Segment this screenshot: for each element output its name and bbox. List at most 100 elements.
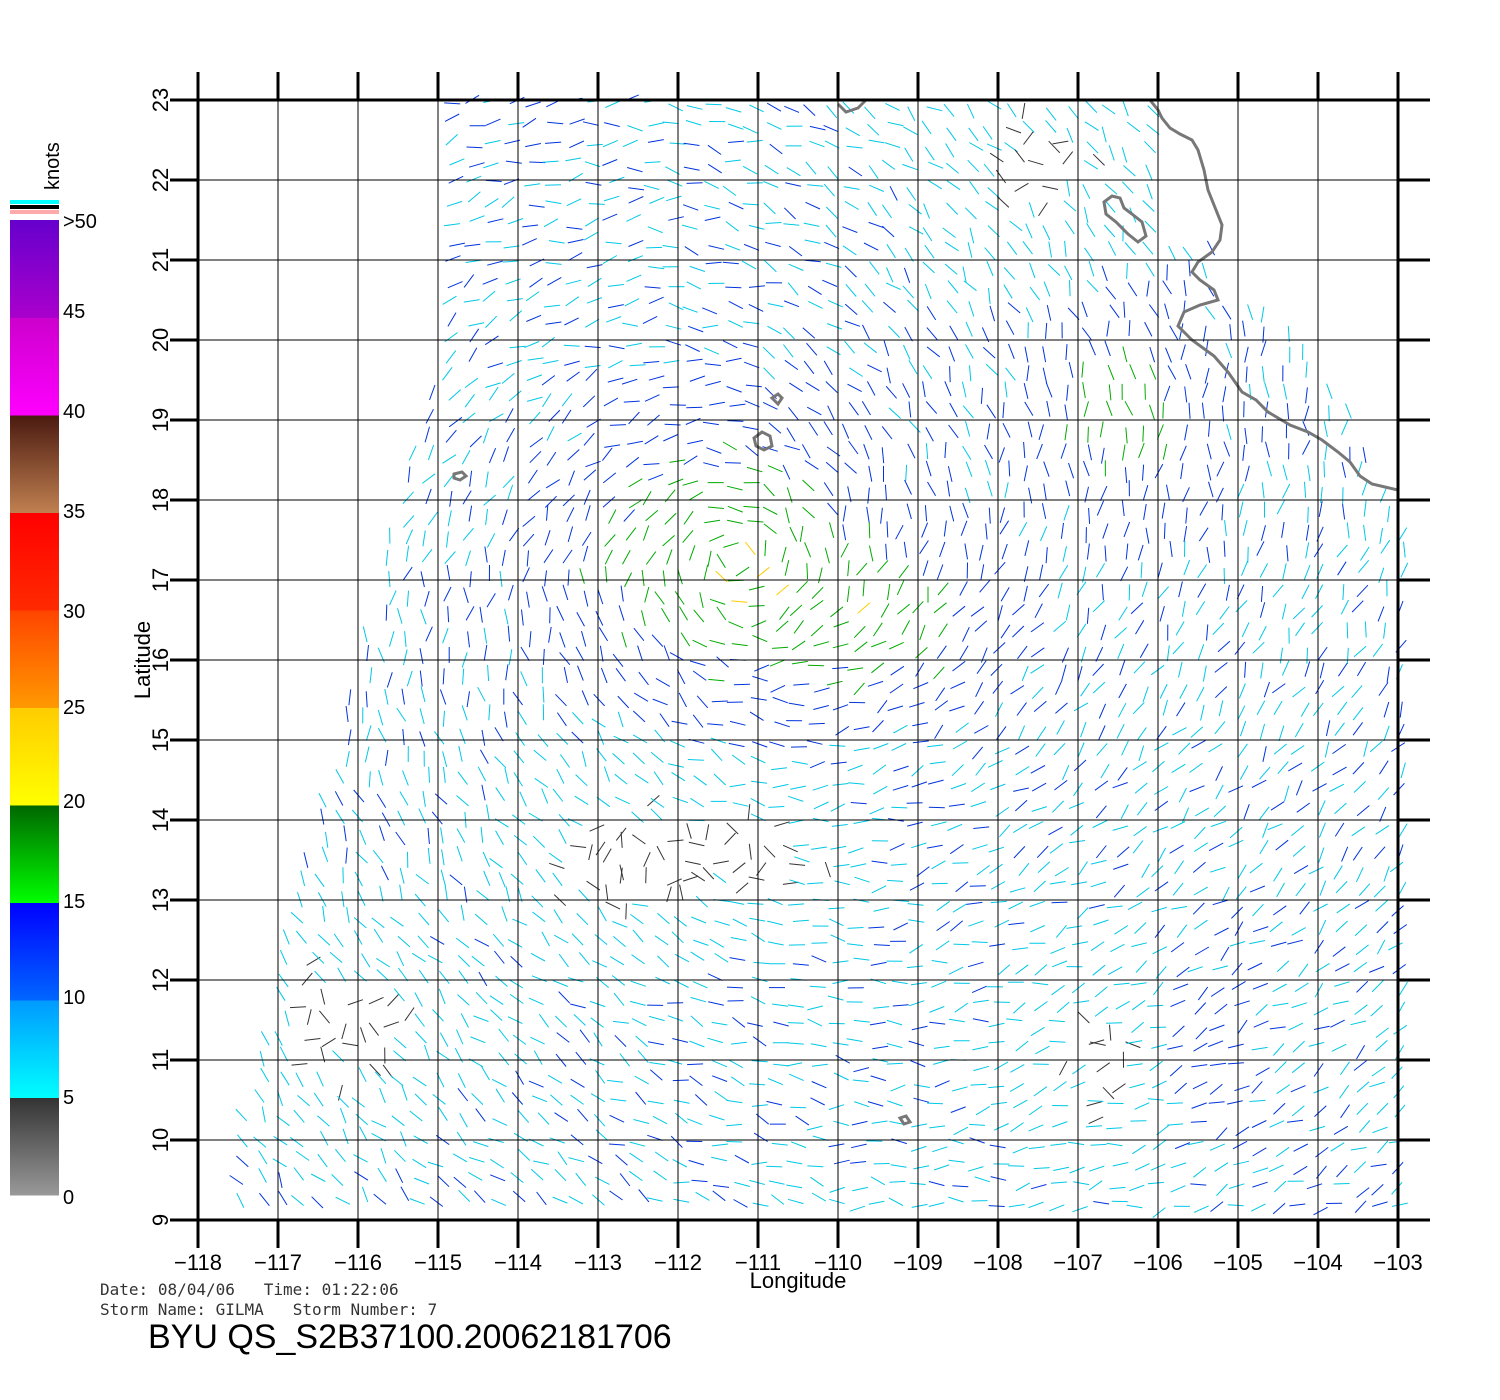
wind-vector (1034, 964, 1048, 976)
wind-vector (483, 627, 488, 644)
colorbar-label: 40 (63, 401, 85, 423)
wind-vector (345, 847, 348, 864)
wind-vector (1273, 867, 1283, 882)
wind-vector (1149, 364, 1157, 380)
wind-vector (866, 381, 876, 396)
wind-vector (1336, 544, 1348, 558)
wind-vector (806, 342, 818, 356)
wind-vector (536, 1191, 547, 1206)
wind-vector (554, 1112, 569, 1122)
wind-vector (968, 920, 984, 927)
wind-vector (943, 103, 955, 117)
wind-vector (549, 862, 565, 869)
wind-vector (373, 928, 384, 943)
wind-vector (679, 884, 684, 901)
wind-vector (1106, 1022, 1123, 1024)
wind-vector (936, 645, 947, 659)
wind-vector (766, 102, 782, 112)
wind-vector (584, 217, 600, 227)
wind-vector (872, 1045, 889, 1050)
wind-vector (1036, 443, 1043, 460)
wind-vector (1244, 427, 1248, 444)
lat-lon-grid (170, 72, 1430, 1248)
wind-vector (713, 1184, 730, 1188)
wind-vector (756, 566, 770, 578)
wind-vector (1376, 939, 1386, 955)
wind-vector (1350, 1020, 1367, 1026)
wind-vector (765, 241, 781, 247)
wind-vector (1237, 743, 1248, 758)
wind-vector (1014, 799, 1028, 812)
wind-vector (1048, 140, 1061, 154)
wind-vector (1012, 625, 1025, 638)
wind-vector (1260, 340, 1267, 357)
wind-vector (1376, 921, 1389, 934)
wind-vector (420, 571, 425, 588)
wind-vector (929, 1021, 946, 1025)
wind-vector (1043, 483, 1047, 500)
wind-vector (767, 898, 783, 906)
wind-vector (254, 1089, 265, 1103)
wind-vector (965, 344, 974, 359)
colorbar-label: 35 (63, 501, 85, 523)
wind-vector (789, 526, 798, 542)
wind-vector (887, 1100, 903, 1107)
wind-vector (1124, 242, 1136, 255)
wind-vector (662, 121, 679, 125)
wind-vector (629, 1141, 646, 1147)
wind-vector (456, 846, 463, 862)
wind-vector (767, 941, 784, 946)
wind-vector (866, 506, 870, 523)
wind-vector (762, 346, 775, 359)
wind-vector (510, 1172, 524, 1183)
wind-vector (1308, 866, 1324, 875)
wind-vector (552, 872, 563, 887)
wind-vector (339, 1107, 347, 1124)
wind-vector (748, 843, 752, 860)
wind-vector (1208, 481, 1214, 498)
wind-vector (1272, 683, 1286, 694)
wind-vector (565, 279, 582, 285)
wind-vector (773, 1021, 789, 1027)
wind-vector (666, 886, 672, 903)
wind-vector (1002, 402, 1005, 419)
wind-vector (1373, 885, 1386, 898)
wind-vector (261, 1106, 266, 1123)
wind-vector (857, 602, 871, 614)
wind-vector (1329, 783, 1345, 792)
wind-vector (1167, 1123, 1184, 1126)
wind-vector (806, 406, 822, 416)
wind-vector (566, 226, 583, 230)
wind-vector (641, 610, 646, 627)
wind-vector (890, 665, 905, 676)
wind-vector (972, 999, 989, 1003)
wind-vector (1333, 865, 1343, 880)
wind-vector (786, 167, 801, 177)
wind-vector (1351, 685, 1363, 699)
wind-vector (385, 749, 389, 766)
wind-vector (457, 1073, 466, 1089)
wind-vector (1109, 1024, 1112, 1041)
wind-vector (548, 626, 552, 643)
wind-vector (1050, 946, 1066, 955)
lat-tick-label: 20 (148, 328, 173, 352)
wind-vector (1134, 922, 1147, 934)
wind-vector (279, 949, 288, 965)
wind-vector (545, 479, 560, 489)
wind-vector (1256, 541, 1265, 556)
wind-vector (1313, 903, 1328, 912)
wind-vector (887, 121, 904, 127)
wind-vector (1352, 846, 1363, 861)
wind-vector (1083, 460, 1090, 477)
wind-vector (944, 241, 959, 252)
wind-vector (687, 439, 704, 445)
wind-vector (724, 462, 741, 464)
wind-vector (567, 432, 582, 442)
wind-vector (1171, 906, 1188, 910)
wind-vector (807, 1018, 823, 1027)
wind-vector (732, 862, 746, 874)
wind-vector (1334, 802, 1347, 815)
wind-vector (1247, 962, 1263, 971)
wind-vector (1146, 280, 1150, 297)
wind-vector (887, 879, 904, 882)
